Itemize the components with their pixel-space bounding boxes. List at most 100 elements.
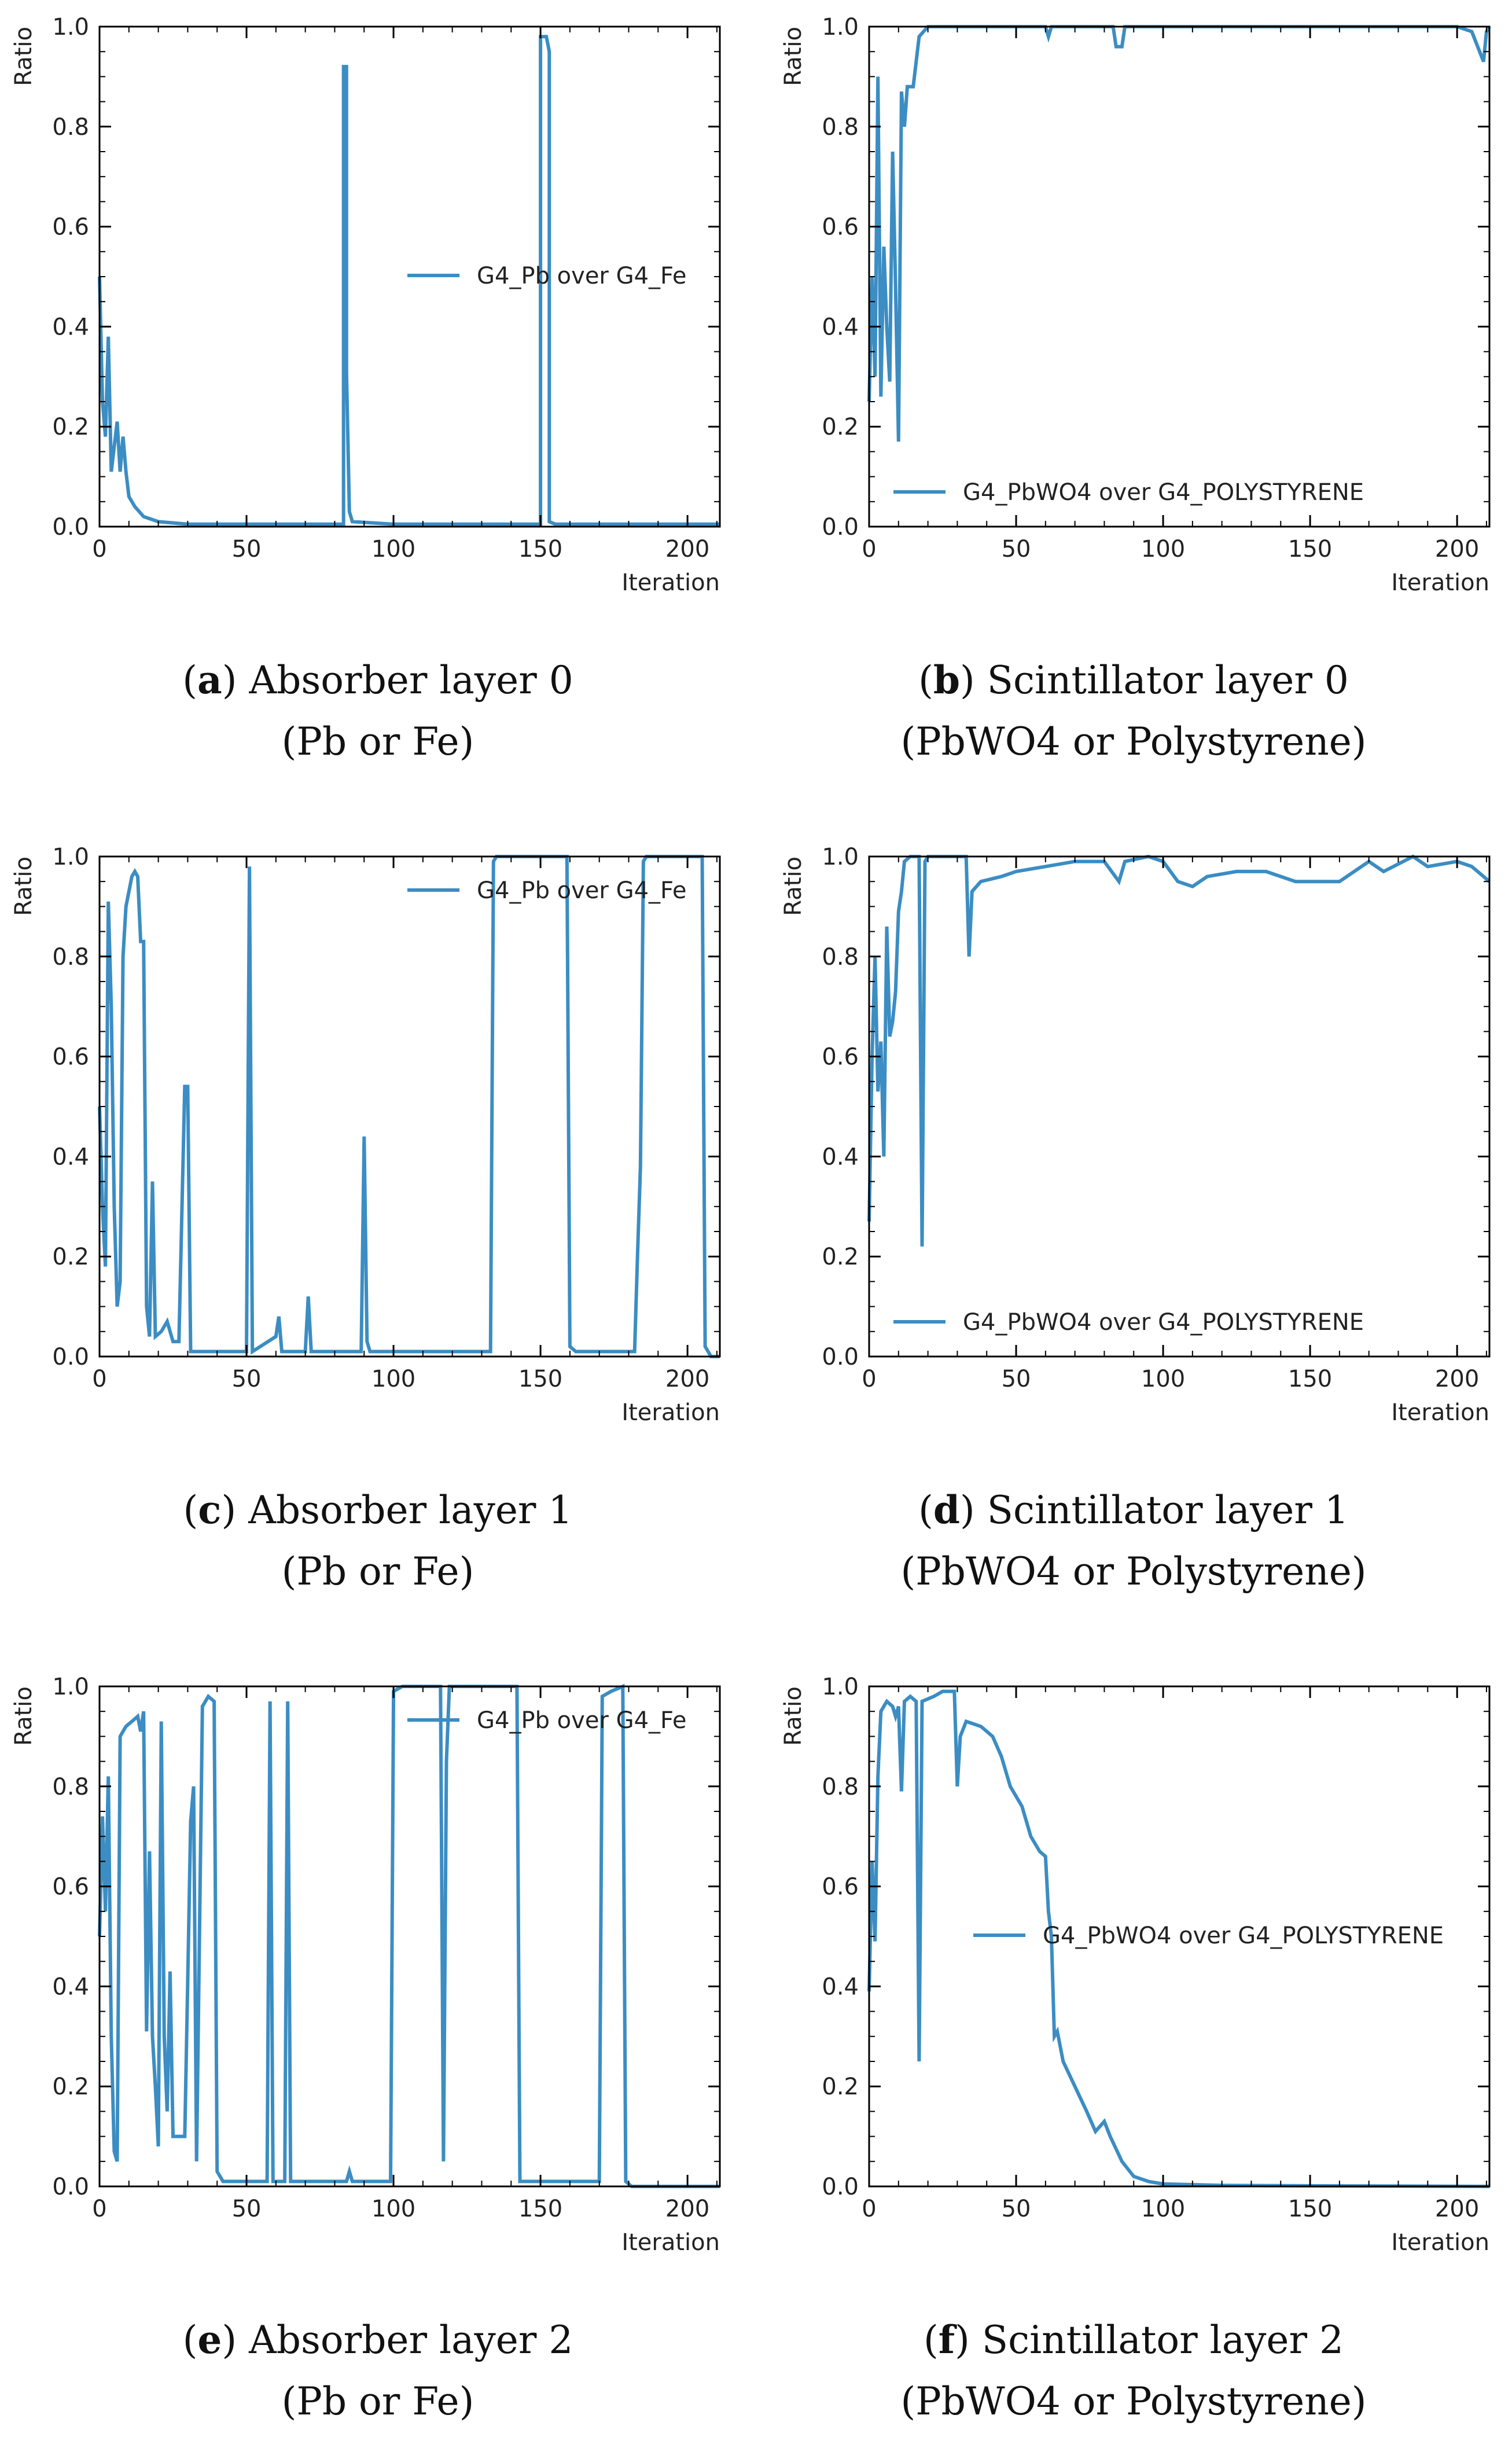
y-tick-label: 0.8 (52, 114, 89, 141)
caption-title-line: (f) Scintillator layer 2 (756, 2309, 1511, 2371)
x-tick-label: 50 (1002, 536, 1031, 563)
x-tick-label: 0 (862, 1366, 876, 1392)
y-tick-label: 0.4 (52, 314, 89, 340)
y-tick-label: 1.0 (52, 14, 89, 41)
y-tick-label: 0.0 (822, 2174, 859, 2200)
caption-e: (e) Absorber layer 2 (Pb or Fe) (0, 2309, 756, 2432)
y-tick-label: 0.0 (822, 514, 859, 541)
series-line (867, 25, 1491, 442)
y-tick-label: 0.4 (822, 1973, 859, 2000)
caption-b: (b) Scintillator layer 0 (PbWO4 or Polyst… (756, 649, 1511, 773)
series-line (98, 35, 720, 526)
y-axis-label: Ratio (780, 857, 807, 916)
x-tick-label: 150 (518, 1366, 562, 1392)
x-tick-label: 200 (665, 2196, 709, 2222)
x-axis-label: Iteration (621, 2229, 720, 2256)
y-tick-label: 0.2 (822, 1244, 859, 1270)
y-tick-label: 0.8 (52, 944, 89, 971)
y-tick-label: 0.0 (52, 514, 89, 541)
caption-subtitle: (Pb or Fe) (281, 1549, 474, 1594)
y-axis-label: Ratio (10, 27, 37, 86)
plot-frame (868, 25, 1491, 528)
plot-f: 0 50 100 150 200 0.0 0.2 0.4 0.6 0.8 1.0 Iteration R… (780, 1674, 1491, 2256)
plot-frame (98, 855, 721, 1358)
plot-c: 0 50 100 150 200 0.0 0.2 0.4 0.6 0.8 1.0 Iteration R… (10, 844, 721, 1426)
y-tick-label: 0.6 (52, 1874, 89, 1901)
x-axis-label: Iteration (621, 1399, 720, 1426)
y-tick-label: 0.0 (52, 1344, 89, 1370)
legend-label: G4_Pb over G4_Fe (477, 263, 686, 289)
y-axis-label: Ratio (10, 1686, 37, 1746)
caption-paren: ) (222, 658, 237, 703)
x-axis-label: Iteration (1391, 1399, 1489, 1426)
caption-subtitle: (PbWO4 or Polystyrene) (900, 1549, 1367, 1594)
y-tick-label: 0.8 (52, 1774, 89, 1800)
y-tick-label: 0.4 (52, 1144, 89, 1170)
caption-subtitle: (PbWO4 or Polystyrene) (900, 2379, 1367, 2424)
caption-c: (c) Absorber layer 1 (Pb or Fe) (0, 1479, 756, 1602)
caption-title-line: (e) Absorber layer 2 (0, 2309, 756, 2371)
y-tick-label: 1.0 (822, 1674, 859, 1700)
caption-a: (a) Absorber layer 0 (Pb or Fe) (0, 649, 756, 773)
x-tick-label: 150 (1288, 2196, 1332, 2222)
series-line (98, 855, 720, 1358)
caption-paren: ( (183, 1488, 198, 1532)
x-tick-label: 100 (371, 2196, 415, 2222)
series-line (867, 854, 1491, 1247)
caption-title: Absorber layer 0 (237, 658, 573, 703)
caption-title: Scintillator layer 1 (974, 1488, 1349, 1532)
y-tick-label: 1.0 (822, 844, 859, 870)
x-axis-label: Iteration (621, 569, 720, 596)
x-tick-label: 50 (232, 536, 262, 563)
x-tick-label: 50 (1002, 2196, 1031, 2222)
x-tick-label: 100 (1141, 536, 1185, 563)
x-tick-label: 200 (1435, 2196, 1479, 2222)
caption-title-line: (c) Absorber layer 1 (0, 1479, 756, 1541)
caption-f: (f) Scintillator layer 2 (PbWO4 or Polyst… (756, 2309, 1511, 2432)
x-tick-label: 50 (232, 1366, 262, 1392)
x-tick-label: 150 (1288, 536, 1332, 563)
y-tick-label: 0.2 (822, 2074, 859, 2100)
plot-a: 0 50 100 150 200 0.0 0.2 0.4 0.6 0.8 1.0 Iteration R… (10, 14, 721, 596)
x-tick-label: 0 (862, 536, 876, 563)
caption-letter: b (933, 657, 961, 703)
y-tick-label: 0.8 (822, 944, 859, 971)
y-axis-label: Ratio (10, 857, 37, 916)
plot-d: 0 50 100 150 200 0.0 0.2 0.4 0.6 0.8 1.0 Iteration R… (780, 844, 1491, 1426)
x-tick-label: 50 (1002, 1366, 1031, 1392)
caption-paren: ( (918, 658, 933, 703)
y-tick-label: 0.8 (822, 114, 859, 141)
x-tick-label: 0 (92, 536, 106, 563)
y-tick-label: 0.2 (52, 414, 89, 440)
y-axis-label: Ratio (780, 1686, 807, 1746)
legend-label: G4_PbWO4 over G4_POLYSTYRENE (963, 479, 1364, 506)
y-tick-label: 0.6 (822, 214, 859, 241)
y-tick-label: 0.4 (52, 1973, 89, 2000)
x-tick-label: 100 (371, 1366, 415, 1392)
x-tick-label: 0 (92, 1366, 106, 1392)
caption-paren: ( (182, 658, 197, 703)
x-tick-label: 200 (1435, 536, 1479, 563)
x-tick-label: 150 (518, 536, 562, 563)
caption-letter: a (197, 657, 222, 703)
caption-paren: ) (222, 2318, 237, 2362)
plot-e: 0 50 100 150 200 0.0 0.2 0.4 0.6 0.8 1.0 Iteration R… (10, 1674, 721, 2256)
caption-title: Absorber layer 2 (237, 2318, 573, 2362)
caption-title: Scintillator layer 0 (974, 658, 1349, 703)
caption-subtitle: (Pb or Fe) (281, 719, 474, 764)
y-tick-label: 1.0 (52, 1674, 89, 1700)
x-tick-label: 100 (371, 536, 415, 563)
caption-paren: ) (955, 2318, 970, 2362)
y-tick-label: 0.2 (822, 414, 859, 440)
y-tick-label: 0.2 (52, 2074, 89, 2100)
x-tick-label: 100 (1141, 1366, 1185, 1392)
y-tick-label: 0.6 (52, 214, 89, 241)
caption-title: Absorber layer 1 (236, 1488, 573, 1532)
y-tick-label: 0.6 (822, 1874, 859, 1901)
x-axis-label: Iteration (1391, 569, 1489, 596)
y-tick-label: 1.0 (52, 844, 89, 870)
series-line (867, 1689, 1490, 2188)
y-tick-label: 0.4 (822, 1144, 859, 1170)
y-tick-label: 0.6 (52, 1044, 89, 1071)
